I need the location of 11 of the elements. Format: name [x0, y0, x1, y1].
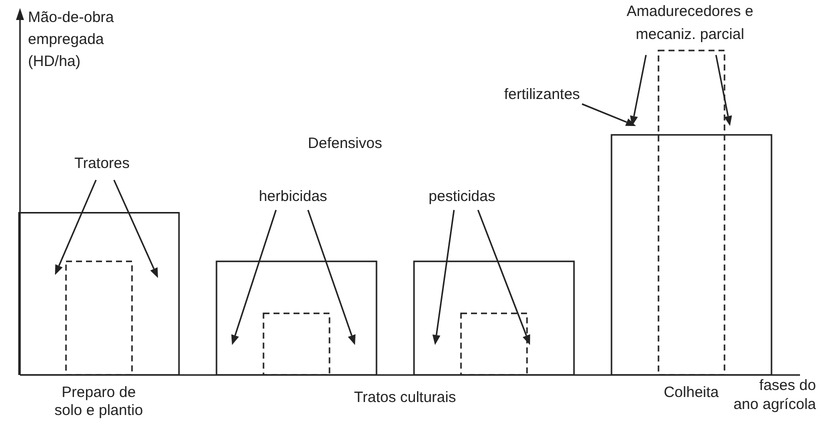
y-axis-title: Mão-de-obra empregada (HD/ha): [28, 9, 115, 70]
annotation: pesticidas: [428, 188, 496, 205]
x-tick-label: Preparo de solo e plantio: [54, 384, 143, 419]
annotation: herbicidas: [258, 188, 328, 205]
text: Tratos culturais: [354, 389, 456, 406]
annotation: Defensivos: [308, 135, 382, 152]
x-axis-title: fases do ano agrícola: [733, 377, 817, 413]
x-tick-label: Colheita: [664, 384, 720, 401]
annotation: Tratores: [74, 155, 130, 172]
text: Amadurecedores e mecaniz. parcial: [626, 3, 754, 43]
annotation: fertilizantes: [504, 86, 580, 103]
